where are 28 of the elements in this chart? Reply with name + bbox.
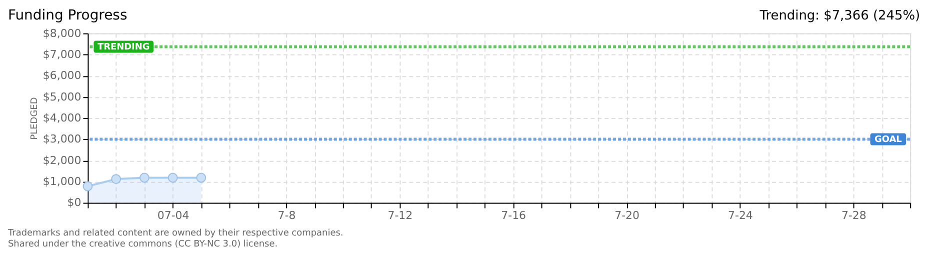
- x-tick-label: 07-04: [157, 209, 190, 222]
- x-tick-label: 7-24: [728, 209, 753, 222]
- x-tick-label: 7-28: [841, 209, 866, 222]
- text: Trending: $7,366 (245%): [758, 8, 920, 24]
- x-tick-label: 7-8: [278, 209, 296, 222]
- y-tick-label: $7,000: [42, 48, 82, 61]
- y-tick-label: $8,000: [42, 26, 82, 40]
- point: [82, 181, 93, 192]
- y-axis-title: PLEDGED: [30, 97, 40, 140]
- y-tick-label: $1,000: [42, 175, 82, 188]
- x-tick-label: 7-16: [501, 209, 526, 222]
- point: [196, 172, 206, 183]
- text: Shared under the creative commons (CC BY-NC 3.0) license.: [8, 240, 278, 250]
- y-tick-label: $6,000: [42, 69, 82, 82]
- y-tick-label: $3,000: [42, 132, 82, 146]
- y-tick-label: $2,000: [42, 154, 82, 167]
- point: [139, 172, 150, 183]
- text: Trademarks and related content are owned by their respective companies.: [6, 228, 344, 239]
- y-tick-label: $5,000: [42, 90, 82, 104]
- y-tick-label: $4,000: [42, 112, 82, 125]
- x-tick-label: 7-20: [614, 209, 640, 222]
- ref-line-label: GOAL: [874, 135, 902, 146]
- ref-line-label: TRENDING: [97, 42, 150, 53]
- point: [168, 172, 178, 183]
- chart-title: Funding Progress: [8, 7, 128, 24]
- point: [111, 174, 122, 184]
- x-tick-label: 7-12: [388, 209, 413, 222]
- y-tick-label: $0: [67, 196, 82, 210]
